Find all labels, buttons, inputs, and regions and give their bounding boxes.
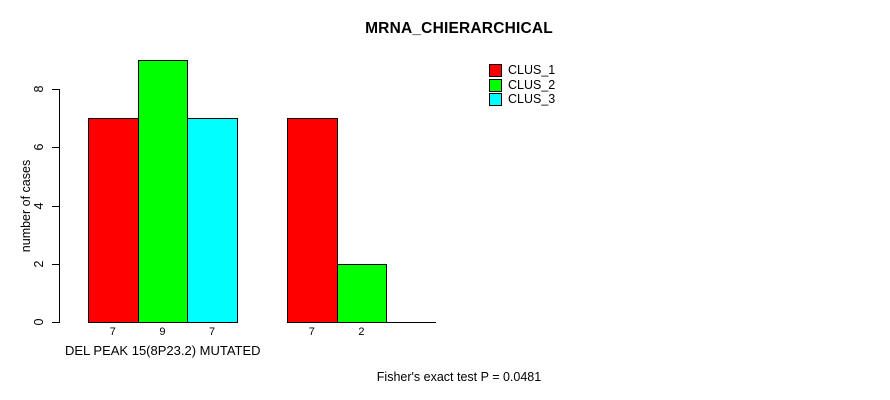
y-tick: [52, 89, 59, 90]
footer-note: Fisher's exact test P = 0.0481: [376, 370, 542, 384]
y-tick-label: 8: [32, 85, 46, 93]
y-tick: [52, 205, 59, 207]
bar-clus_2-group2: [336, 263, 388, 323]
bar-clus_1-group1: [88, 118, 139, 323]
y-tick: [52, 147, 59, 149]
y-tick-label: 6: [32, 143, 46, 151]
legend-item-clus_3: CLUS_3: [489, 93, 555, 106]
legend-swatch-icon: [489, 78, 502, 92]
bar-value-label: 7: [109, 326, 116, 338]
bar-value-label: 2: [358, 326, 365, 338]
bar-clus_2-group1: [137, 59, 189, 323]
y-tick-label: 4: [32, 202, 46, 209]
legend-swatch-icon: [489, 64, 502, 77]
x-axis-label: DEL PEAK 15(8P23.2) MUTATED: [65, 343, 261, 358]
legend: CLUS_1 CLUS_2 CLUS_3: [489, 64, 555, 106]
y-tick: [52, 322, 59, 323]
y-tick-label: 0: [32, 318, 46, 326]
bar-clus_3-group1: [187, 118, 238, 323]
bar-value-label: 7: [308, 326, 315, 338]
legend-item-clus_1: CLUS_1: [489, 64, 555, 77]
bar-value-label: 9: [159, 326, 166, 338]
bar-value-label: 7: [209, 326, 216, 338]
legend-item-clus_2: CLUS_2: [489, 77, 556, 92]
y-tick-label: 2: [32, 260, 46, 268]
chart-title: MRNA_CHIERARCHICAL: [365, 20, 553, 37]
y-axis-label: number of cases: [19, 159, 33, 253]
legend-swatch-icon: [489, 93, 502, 106]
y-tick: [52, 263, 59, 265]
legend-label: CLUS_3: [508, 92, 556, 106]
y-axis-line: [59, 89, 60, 323]
legend-label: CLUS_2: [508, 77, 556, 92]
legend-label: CLUS_1: [508, 63, 556, 77]
bar-clus_1-group2: [287, 118, 338, 323]
